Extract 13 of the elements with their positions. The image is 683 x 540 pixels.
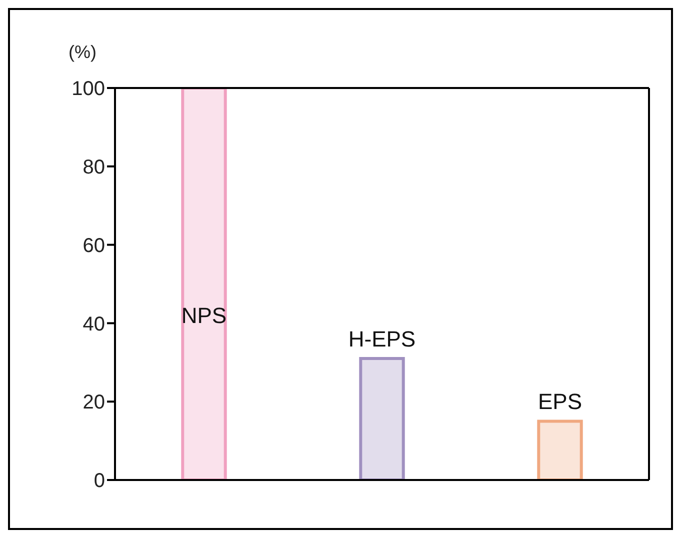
bar <box>181 88 227 480</box>
x-tick-label: H-EPS <box>348 326 416 352</box>
bar <box>359 356 405 480</box>
bar <box>537 420 583 480</box>
y-tick-label: 40 <box>82 313 105 336</box>
y-tick-label: 80 <box>82 156 105 178</box>
y-tick-label: 0 <box>94 470 105 492</box>
x-tick-label: NPS <box>181 303 227 328</box>
y-tick-label: 20 <box>82 392 105 414</box>
y-tick-label: 60 <box>82 234 105 257</box>
y-axis-title: (%) <box>68 42 96 62</box>
x-tick-label: EPS <box>538 389 582 414</box>
y-tick-label: 100 <box>72 78 105 100</box>
